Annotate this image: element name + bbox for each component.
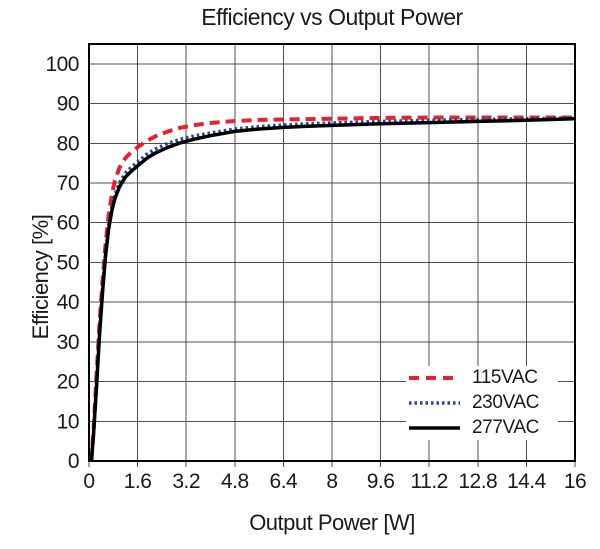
legend-row-230vac: 230VAC — [406, 391, 558, 416]
series-277vac-line — [89, 116, 576, 462]
y-tick-label: 60 — [57, 212, 79, 235]
x-axis-label: Output Power [W] — [249, 510, 415, 535]
x-tick-label: 16 — [564, 470, 586, 493]
x-tick-label: 3.2 — [172, 470, 200, 493]
legend-row-277vac: 277VAC — [406, 415, 558, 440]
legend-label-115vac: 115VAC — [472, 367, 538, 389]
y-tick-label: 30 — [57, 331, 79, 354]
legend-label-277vac: 277VAC — [472, 416, 539, 438]
x-tick-label: 6.4 — [270, 470, 299, 493]
tick-labels: 0 1.6 3.2 4.8 6.4 8 9.6 11.2 12.8 14.4 16 0 10 20 30 40… — [45, 53, 586, 493]
x-tick-label: 9.6 — [367, 470, 395, 493]
series-115vac-line — [89, 115, 575, 462]
x-tick-label: 1.6 — [124, 470, 152, 493]
x-tick-label: 8 — [326, 470, 337, 493]
series-lines — [89, 115, 576, 462]
y-axis-label: Efficiency [%] — [28, 214, 53, 340]
y-tick-label: 50 — [57, 251, 79, 274]
x-tick-label: 0 — [83, 470, 94, 493]
y-tick-label: 90 — [57, 93, 79, 116]
y-tick-label: 80 — [57, 132, 79, 155]
x-tick-label: 11.2 — [411, 470, 448, 493]
legend-swatch-230vac-line — [406, 391, 463, 415]
y-tick-label: 100 — [45, 53, 79, 76]
legend-swatch-277vac-line — [406, 416, 463, 440]
chart-title: Efficiency vs Output Power — [201, 4, 463, 30]
legend: 115VAC 230VAC 277VAC — [406, 366, 558, 440]
y-tick-label: 20 — [57, 371, 79, 394]
x-tick-label: 12.8 — [458, 470, 497, 493]
x-tick-label: 14.4 — [507, 470, 547, 493]
plot-frame — [88, 43, 576, 462]
legend-row-115vac: 115VAC — [406, 366, 558, 391]
y-tick-label: 10 — [57, 410, 79, 433]
y-tick-label: 70 — [57, 172, 79, 195]
legend-swatch-115vac-line — [406, 366, 463, 390]
x-tick-label: 4.8 — [221, 470, 249, 493]
legend-label-230vac: 230VAC — [472, 392, 539, 413]
y-tick-label: 0 — [68, 450, 79, 473]
y-tick-label: 40 — [57, 291, 79, 314]
